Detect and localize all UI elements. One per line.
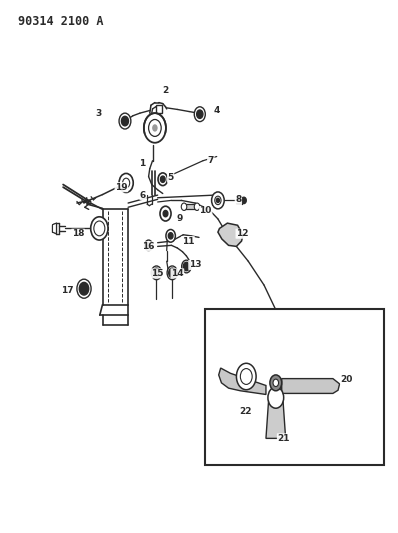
Text: 12: 12 [236,229,249,238]
Circle shape [169,268,176,278]
Polygon shape [282,378,339,393]
Circle shape [153,268,160,278]
Text: 2: 2 [162,86,169,95]
Circle shape [123,178,130,188]
Circle shape [160,176,165,182]
Circle shape [194,203,200,211]
Text: 8: 8 [235,195,242,204]
Circle shape [215,196,221,205]
Polygon shape [53,223,57,233]
Text: 20: 20 [341,375,353,384]
Circle shape [240,368,252,384]
Polygon shape [218,223,243,246]
Text: 9: 9 [177,214,183,223]
Circle shape [270,375,282,391]
Text: 10: 10 [199,206,212,215]
Circle shape [166,230,176,242]
Circle shape [183,262,189,271]
Circle shape [163,211,168,217]
Text: 7: 7 [208,156,214,165]
Circle shape [146,243,150,248]
Text: 3: 3 [96,109,102,118]
Text: 19: 19 [115,183,128,192]
Circle shape [119,173,133,192]
Bar [205,309,384,465]
Circle shape [152,124,158,132]
Circle shape [151,266,162,280]
Text: 18: 18 [72,229,84,238]
Text: 11: 11 [182,237,194,246]
Polygon shape [219,368,266,394]
Polygon shape [266,399,286,438]
Circle shape [212,192,224,209]
Text: 13: 13 [189,261,201,269]
Circle shape [91,217,108,240]
Circle shape [236,364,256,390]
Circle shape [242,197,246,204]
Text: 21: 21 [277,434,290,443]
Circle shape [148,119,161,136]
Circle shape [273,379,279,386]
Circle shape [119,113,131,129]
Text: 22: 22 [239,407,252,416]
Text: 4: 4 [214,106,220,115]
Text: 1: 1 [139,159,145,168]
Circle shape [77,279,91,298]
Circle shape [168,233,173,239]
Circle shape [197,110,203,118]
Circle shape [144,240,152,251]
Text: 17: 17 [61,286,73,295]
Text: 6: 6 [140,191,146,199]
Circle shape [79,282,89,295]
Circle shape [181,203,187,211]
Polygon shape [184,204,197,209]
Text: 16: 16 [142,242,154,251]
Circle shape [268,387,284,408]
Circle shape [194,107,205,122]
Circle shape [158,173,168,185]
Text: 15: 15 [150,269,163,278]
Circle shape [167,266,178,280]
Text: 5: 5 [168,173,174,182]
Circle shape [94,221,105,236]
Circle shape [181,260,191,273]
Circle shape [121,116,129,126]
Circle shape [160,206,171,221]
Polygon shape [156,105,162,113]
Circle shape [217,198,219,203]
Text: 90314 2100 A: 90314 2100 A [18,15,103,28]
Text: 14: 14 [171,269,183,278]
Circle shape [144,113,166,143]
